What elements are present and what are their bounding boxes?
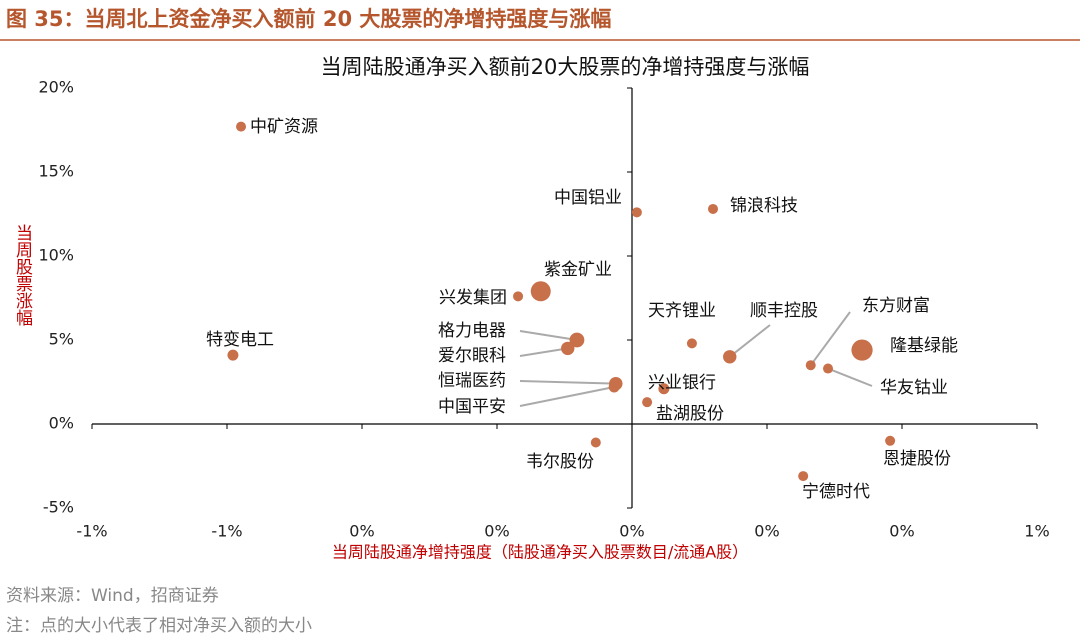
leader-line <box>519 347 568 357</box>
point-label: 兴发集团 <box>439 288 507 308</box>
y-tick-label: 20% <box>38 78 74 97</box>
leader-line <box>729 324 771 358</box>
point-label: 盐湖股份 <box>656 404 724 424</box>
x-tick-label: -1% <box>76 522 107 541</box>
point <box>686 338 697 349</box>
y-tick-label: 15% <box>38 162 74 181</box>
point-label: 隆基绿能 <box>890 336 958 356</box>
point <box>805 360 816 371</box>
point <box>708 203 718 214</box>
x-tick-label: 0% <box>889 522 914 541</box>
x-axis-label: 当周陆股通净增持强度（陆股通净买入股票数目/流通A股） <box>332 543 748 562</box>
point <box>851 339 873 361</box>
leader-line <box>827 367 873 387</box>
point <box>885 435 896 446</box>
point-label: 爱尔眼科 <box>438 346 506 366</box>
x-tick-label: 0% <box>484 522 509 541</box>
point <box>723 350 737 364</box>
chart-title: 当周陆股通净买入额前20大股票的净增持强度与涨幅 <box>321 55 810 79</box>
point-label: 紫金矿业 <box>544 260 612 280</box>
header: 图 35：当周北上资金净买入额前 20 大股票的净增持强度与涨幅 <box>6 7 611 31</box>
point-label: 锦浪科技 <box>730 196 798 216</box>
x-tick-label: 0% <box>619 522 644 541</box>
y-tick-label: 5% <box>49 330 74 349</box>
point <box>561 341 575 356</box>
point <box>227 349 239 361</box>
point-label: 华友钴业 <box>880 378 948 398</box>
y-tick-label: 0% <box>49 414 74 433</box>
x-tick-label: 1% <box>1024 522 1049 541</box>
leader-line <box>519 386 615 407</box>
x-tick-label: -1% <box>211 522 242 541</box>
point-label: 宁德时代 <box>802 482 870 502</box>
leader-line <box>519 330 578 341</box>
point <box>658 383 670 395</box>
point <box>236 121 247 132</box>
point-label: 中矿资源 <box>250 117 318 137</box>
point <box>513 291 524 302</box>
y-tick-label: -5% <box>43 498 74 517</box>
point-label: 顺丰控股 <box>750 301 818 321</box>
point-label: 韦尔股份 <box>526 452 594 472</box>
point-label: 格力电器 <box>438 321 506 341</box>
point-label: 东方财富 <box>862 296 930 316</box>
point <box>642 397 653 408</box>
y-axis-label: 当周股票涨幅 <box>12 224 33 326</box>
point-label: 天齐锂业 <box>648 301 716 321</box>
point <box>569 332 585 348</box>
y-tick-label: 10% <box>38 246 74 265</box>
x-tick-label: 0% <box>754 522 779 541</box>
point-label: 特变电工 <box>206 330 274 350</box>
source-note: 资料来源：Wind，招商证券 <box>6 586 219 606</box>
point-label: 兴业银行 <box>648 373 716 393</box>
point <box>590 437 601 448</box>
point <box>631 207 642 218</box>
point <box>798 471 809 482</box>
x-tick-label: 0% <box>349 522 374 541</box>
point <box>608 381 620 393</box>
size-note: 注：点的大小代表了相对净买入额的大小 <box>6 616 312 636</box>
point-label: 恒瑞医药 <box>438 371 506 391</box>
leader-line <box>809 311 851 366</box>
point <box>530 281 551 302</box>
leader-line <box>519 380 616 385</box>
point-label: 中国铝业 <box>554 188 622 208</box>
point <box>823 363 834 374</box>
point-label: 中国平安 <box>438 397 506 417</box>
point-label: 恩捷股份 <box>883 449 951 469</box>
